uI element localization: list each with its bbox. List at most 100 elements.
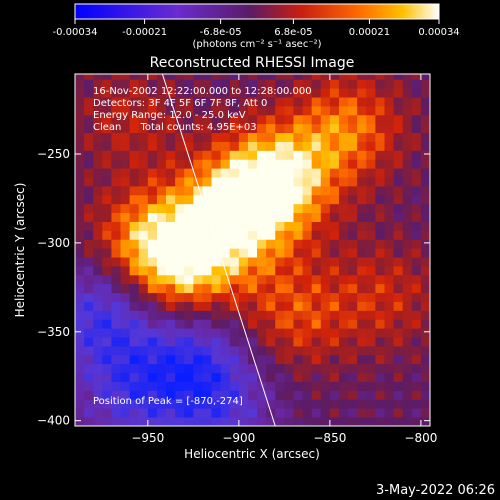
heatmap-cell: [402, 88, 413, 98]
heatmap-cell: [266, 239, 276, 249]
heatmap-cell: [338, 150, 349, 160]
heatmap-cell: [184, 239, 194, 249]
heatmap-cell: [238, 186, 249, 196]
heatmap-cell: [84, 346, 94, 356]
heatmap-cell: [229, 159, 240, 169]
heatmap-cell: [229, 399, 240, 409]
heatmap-cell: [147, 221, 158, 231]
heatmap-cell: [166, 221, 176, 231]
heatmap-cell: [111, 159, 121, 169]
heatmap-cell: [366, 221, 376, 231]
heatmap-cell: [220, 221, 231, 231]
heatmap-cell: [147, 132, 158, 142]
heatmap-cell: [302, 168, 313, 178]
heatmap-cell: [266, 141, 276, 151]
heatmap-cell: [247, 274, 258, 285]
heatmap-cell: [84, 203, 94, 214]
heatmap-cell: [184, 194, 194, 205]
heatmap-cell: [147, 346, 158, 356]
heatmap-cell: [284, 114, 294, 125]
heatmap-cell: [211, 203, 222, 214]
heatmap-cell: [93, 337, 103, 347]
heatmap-cell: [402, 194, 413, 205]
heatmap-cell: [384, 150, 394, 160]
heatmap-cell: [257, 319, 267, 329]
heatmap-cell: [102, 274, 112, 285]
x-tick-label: −900: [222, 431, 255, 445]
heatmap-cell: [229, 390, 240, 400]
heatmap-cell: [311, 363, 322, 374]
heatmap-cell: [238, 239, 249, 249]
heatmap-cell: [375, 301, 385, 311]
heatmap-cell: [184, 114, 194, 125]
heatmap-cell: [220, 283, 231, 294]
heatmap-cell: [211, 74, 222, 80]
heatmap-cell: [193, 159, 203, 169]
heatmap-cell: [366, 319, 376, 329]
heatmap-cell: [93, 408, 103, 418]
heatmap-cell: [247, 390, 258, 400]
heatmap-cell: [202, 132, 212, 142]
heatmap-cell: [338, 292, 349, 302]
heatmap-cell: [266, 274, 276, 285]
heatmap-cell: [366, 159, 376, 169]
heatmap-cell: [211, 301, 222, 311]
heatmap-cell: [411, 106, 422, 116]
heatmap-cell: [238, 141, 249, 151]
heatmap-cell: [93, 239, 103, 249]
heatmap-cell: [166, 266, 176, 276]
heatmap-cell: [138, 114, 149, 125]
heatmap-cell: [420, 79, 430, 89]
heatmap-cell: [156, 221, 167, 231]
heatmap-cell: [293, 390, 303, 400]
heatmap-cell: [302, 346, 313, 356]
heatmap-cell: [384, 337, 394, 347]
heatmap-cell: [102, 283, 112, 294]
heatmap-cell: [166, 168, 176, 178]
heatmap-cell: [220, 248, 231, 258]
heatmap-cell: [293, 283, 303, 294]
heatmap-cell: [147, 74, 158, 80]
heatmap-cell: [302, 203, 313, 214]
heatmap-cell: [284, 239, 294, 249]
heatmap-cell: [229, 274, 240, 285]
heatmap-cell: [202, 168, 212, 178]
heatmap-cell: [211, 114, 222, 125]
heatmap-cell: [75, 177, 85, 187]
heatmap-cell: [111, 221, 121, 231]
heatmap-cell: [420, 328, 430, 338]
heatmap-cell: [357, 212, 367, 222]
heatmap-cell: [375, 408, 385, 418]
heatmap-cell: [138, 274, 149, 285]
heatmap-cell: [166, 141, 176, 151]
heatmap-cell: [357, 74, 367, 80]
heatmap-cell: [320, 74, 331, 80]
heatmap-cell: [375, 417, 385, 426]
heatmap-cell: [202, 141, 212, 151]
heatmap-cell: [147, 363, 158, 374]
heatmap-cell: [275, 79, 285, 89]
heatmap-cell: [102, 319, 112, 329]
heatmap-cell: [129, 266, 140, 276]
heatmap-cell: [93, 150, 103, 160]
heatmap-cell: [420, 74, 430, 80]
heatmap-cell: [329, 194, 340, 205]
heatmap-cell: [229, 408, 240, 418]
heatmap-cell: [275, 221, 285, 231]
heatmap-cell: [257, 150, 267, 160]
heatmap-cell: [348, 194, 358, 205]
heatmap-cell: [411, 408, 422, 418]
heatmap-cell: [166, 114, 176, 125]
heatmap-cell: [357, 390, 367, 400]
heatmap-cell: [193, 266, 203, 276]
heatmap-cell: [193, 177, 203, 187]
heatmap-cell: [266, 230, 276, 240]
heatmap-cell: [238, 390, 249, 400]
heatmap-cell: [275, 177, 285, 187]
heatmap-cell: [411, 346, 422, 356]
heatmap-cell: [402, 177, 413, 187]
heatmap-cell: [411, 79, 422, 89]
heatmap-cell: [120, 283, 131, 294]
heatmap-cell: [311, 150, 322, 160]
heatmap-cell: [375, 230, 385, 240]
